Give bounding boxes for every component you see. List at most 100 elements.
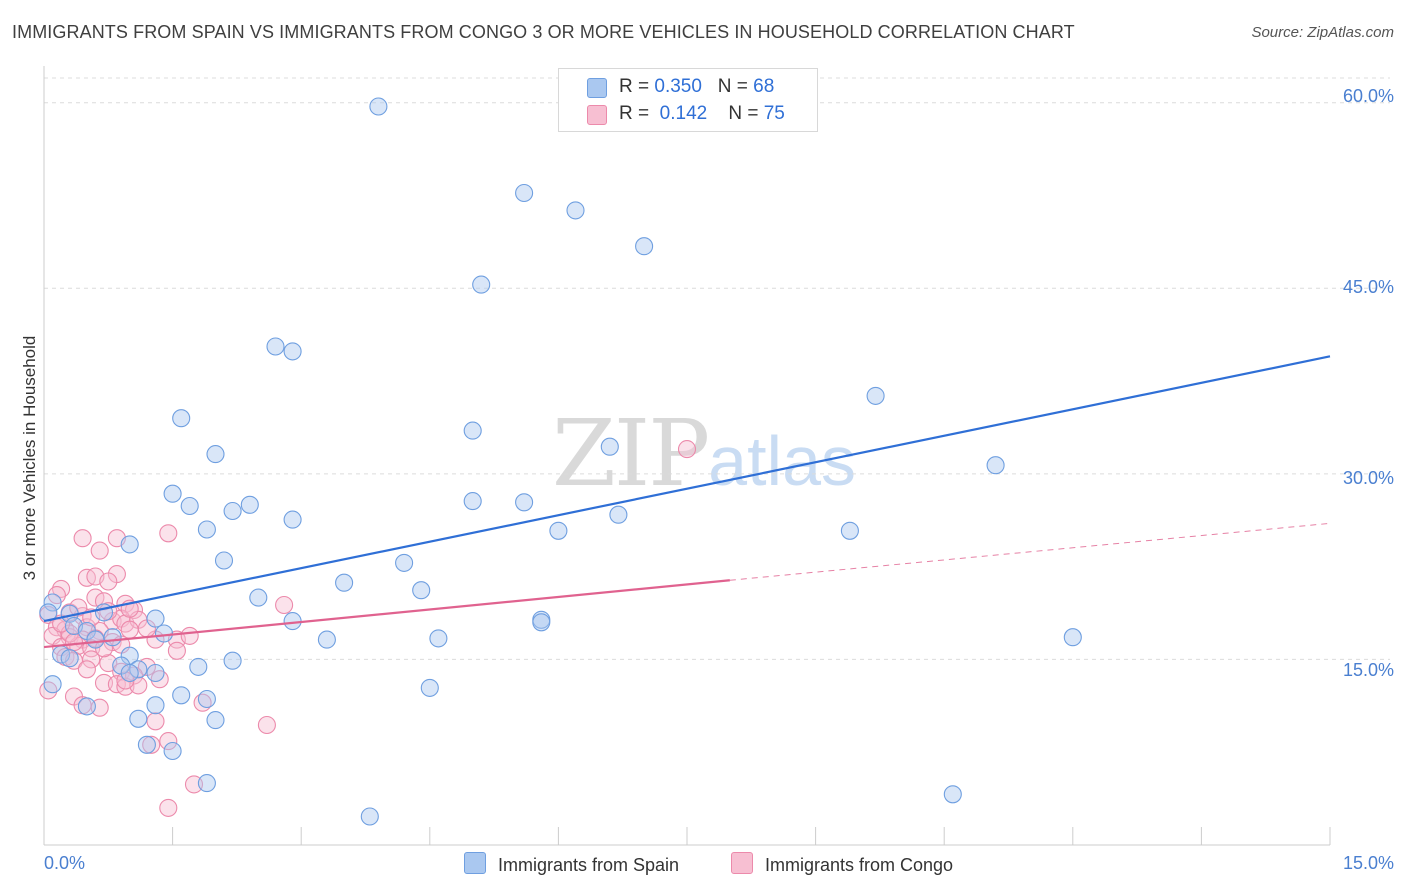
spain-point (146, 696, 165, 715)
congo-point (275, 595, 294, 615)
axes (43, 66, 1331, 846)
legend-swatch-spain (587, 78, 607, 98)
spain-point (154, 624, 174, 643)
spain-point (840, 521, 859, 540)
spain-point (197, 689, 216, 709)
congo-point (167, 641, 186, 660)
y-tick-label-60: 60.0% (1342, 86, 1394, 106)
spain-point (206, 711, 225, 730)
legend-r-value: 0.142 (659, 103, 708, 124)
congo-trend-line (43, 579, 730, 649)
spain-point (266, 337, 285, 356)
spain-point (335, 573, 354, 592)
spain-point (360, 807, 379, 826)
legend-r-label: R = (619, 103, 650, 124)
y-tick-label-45: 45.0% (1342, 277, 1394, 297)
congo-point (120, 620, 139, 639)
grid-lines (44, 77, 1390, 660)
bottom-legend-congo: Immigrants from Congo (731, 852, 953, 876)
legend: R = 0.350 N = 68 R = 0.142 N = 75 (558, 68, 818, 132)
bottom-legend-swatch-congo (731, 852, 753, 874)
x-tick-label-max: 15.0% (1342, 853, 1394, 873)
spain-point (163, 741, 182, 761)
spain-point (223, 501, 242, 521)
spain-point (532, 613, 551, 632)
spain-point (515, 493, 534, 512)
spain-point (609, 505, 628, 524)
spain-points (39, 97, 1082, 826)
spain-point (395, 553, 414, 572)
spain-point (206, 445, 225, 464)
legend-n-label: N = (717, 76, 748, 97)
spain-point (214, 551, 234, 570)
spain-point (172, 409, 191, 428)
congo-point (159, 798, 178, 817)
congo-point (116, 677, 135, 696)
spain-trend-line (43, 355, 1331, 623)
spain-point (120, 663, 139, 683)
bottom-legend-label-congo: Immigrants from Congo (765, 855, 954, 875)
legend-n-value: 75 (763, 103, 785, 124)
spain-point (472, 275, 491, 294)
congo-point (184, 775, 204, 794)
x-tick-label-min: 0.0% (44, 853, 86, 873)
spain-point (463, 421, 482, 440)
congo-point (257, 715, 276, 735)
spain-point (43, 593, 62, 612)
spain-point (146, 609, 165, 628)
legend-swatch-congo (587, 105, 607, 125)
watermark-atlas: atlas (708, 422, 857, 500)
spain-point (163, 484, 182, 503)
spain-point (77, 697, 96, 716)
congo-point (146, 712, 165, 731)
spain-point (103, 628, 122, 647)
congo-point (82, 650, 101, 669)
bottom-legend-spain: Immigrants from Spain (464, 852, 679, 876)
legend-stats-congo: R = 0.142 N = 75 (619, 103, 785, 125)
spain-point (60, 649, 79, 668)
spain-point (129, 709, 148, 728)
spain-point (189, 657, 208, 676)
congo-point (159, 732, 178, 751)
spain-point (43, 675, 62, 694)
spain-point (249, 588, 268, 607)
congo-point (90, 541, 109, 560)
spain-point (86, 630, 105, 649)
legend-stats-spain: R = 0.350 N = 68 (619, 76, 774, 98)
congo-trend-extension (729, 522, 1331, 581)
spain-point (515, 183, 534, 203)
congo-point (77, 660, 96, 679)
spain-point (866, 386, 885, 405)
spain-point (240, 495, 259, 514)
congo-point (180, 626, 199, 645)
chart-title: IMMIGRANTS FROM SPAIN VS IMMIGRANTS FROM… (12, 22, 1075, 42)
spain-point (317, 630, 336, 649)
spain-point (146, 663, 165, 683)
legend-r-value: 0.350 (654, 76, 702, 97)
y-tick-label-15: 15.0% (1342, 660, 1394, 680)
spain-point (283, 342, 302, 361)
y-tick-label-30: 30.0% (1342, 468, 1394, 488)
spain-point (463, 492, 482, 511)
spain-point (197, 520, 216, 539)
spain-point (172, 686, 191, 705)
spain-point (129, 660, 148, 679)
spain-point (943, 785, 962, 804)
congo-point (677, 440, 697, 459)
spain-point (180, 496, 199, 516)
spain-point (549, 521, 568, 540)
spain-point (412, 581, 431, 600)
spain-point (429, 629, 448, 648)
bottom-legend-label-spain: Immigrants from Spain (498, 855, 680, 875)
spain-point (986, 456, 1005, 475)
legend-r-label: R = (619, 76, 650, 97)
congo-point (86, 588, 105, 607)
spain-point (283, 510, 302, 529)
congo-points (39, 440, 697, 817)
legend-n-value: 68 (753, 76, 775, 97)
congo-point (94, 673, 114, 692)
bottom-legend-swatch-spain (464, 852, 486, 874)
spain-point (600, 437, 619, 456)
spain-point (1063, 628, 1082, 647)
